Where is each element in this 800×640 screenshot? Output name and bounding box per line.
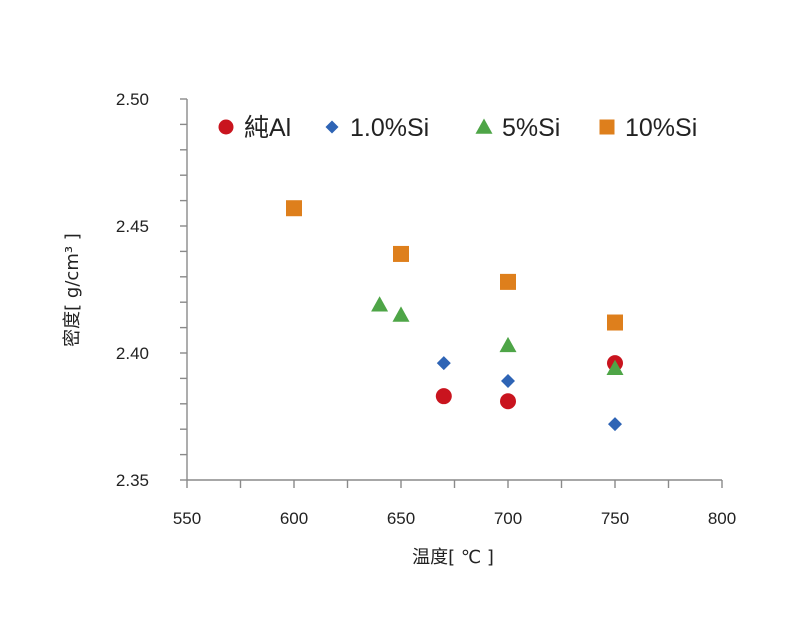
data-point-square <box>286 200 302 217</box>
data-point-triangle <box>606 359 624 376</box>
legend: 純Al 1.0%Si 5%Si 10%Si <box>218 114 697 142</box>
data-point-square <box>500 273 516 290</box>
x-tick-label: 750 <box>601 509 629 528</box>
data-point-circle <box>435 388 452 405</box>
data-point-triangle <box>499 336 517 353</box>
data-point-square <box>393 245 409 262</box>
legend-label: 1.0%Si <box>350 114 429 142</box>
x-tick-label: 550 <box>173 509 201 528</box>
y-tick-label: 2.40 <box>116 344 149 363</box>
legend-marker-triangle <box>475 118 493 134</box>
y-tick-label: 2.35 <box>116 471 149 490</box>
x-tick-label: 600 <box>280 509 308 528</box>
y-tick-label: 2.45 <box>116 217 149 236</box>
data-point-diamond <box>608 417 622 432</box>
y-tick-label: 2.50 <box>116 90 149 109</box>
legend-label: 純Al <box>244 114 291 142</box>
x-tick-label: 700 <box>494 509 522 528</box>
data-point-diamond <box>501 373 515 388</box>
legend-marker-square <box>599 119 615 135</box>
legend-label: 5%Si <box>502 114 560 142</box>
data-point-diamond <box>436 356 451 371</box>
x-axis-title: 温度[ ℃ ] <box>412 547 494 568</box>
y-axis-title: 密度[ g/cm³ ] <box>62 233 83 347</box>
data-point-triangle <box>371 296 389 312</box>
data-point-triangle <box>392 306 410 322</box>
data-points <box>286 200 624 432</box>
x-tick-label: 800 <box>708 509 736 528</box>
x-tick-label: 650 <box>387 509 415 528</box>
legend-marker-circle <box>218 119 234 135</box>
tick-labels: 2.35 2.40 2.45 2.50 550 600 650 700 750 800 <box>116 90 736 528</box>
data-point-circle <box>500 393 516 410</box>
axes <box>180 98 723 488</box>
legend-marker-diamond <box>325 120 339 134</box>
legend-label: 10%Si <box>625 114 697 142</box>
data-point-square <box>607 314 623 331</box>
